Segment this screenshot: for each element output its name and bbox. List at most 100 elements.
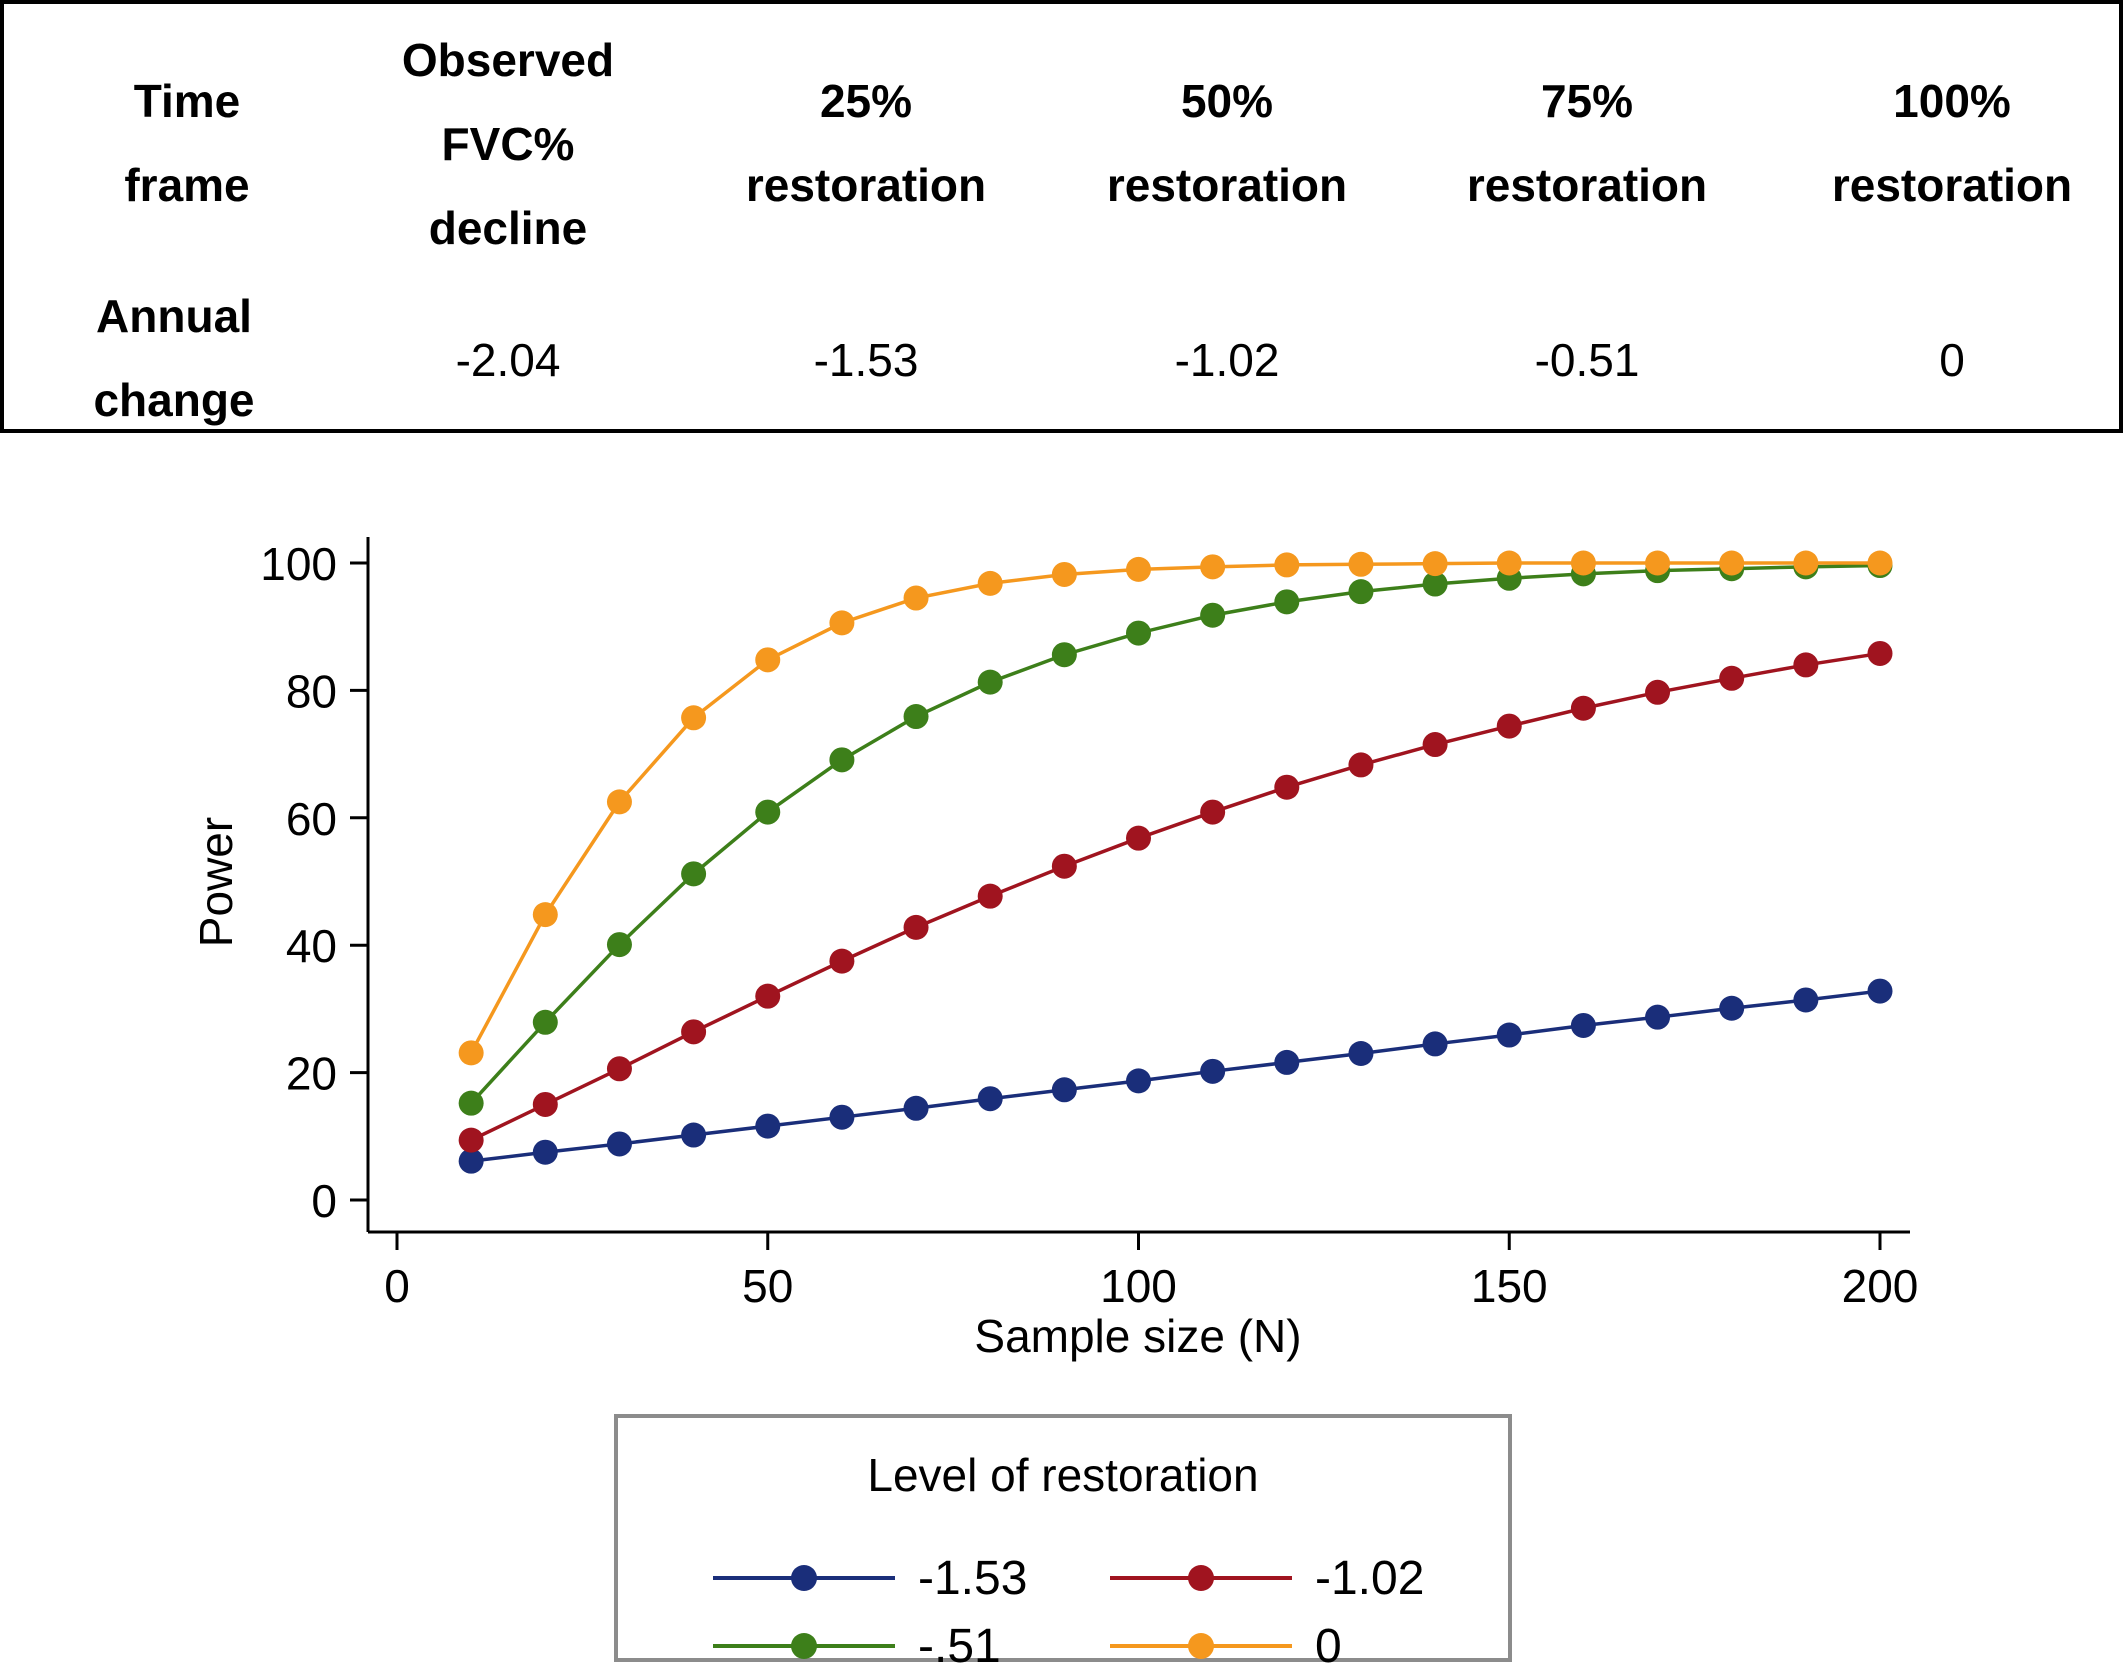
data-point-series-4 bbox=[1793, 550, 1819, 576]
data-point-series-3 bbox=[1126, 620, 1151, 646]
data-point-series-1 bbox=[1051, 1077, 1077, 1103]
legend-item-series-1: -1.53 bbox=[711, 1548, 1091, 1608]
data-point-series-3 bbox=[1274, 589, 1300, 615]
data-point-series-4 bbox=[606, 789, 632, 815]
data-point-series-2 bbox=[1348, 752, 1374, 778]
legend-label-series-2: -1.02 bbox=[1315, 1552, 1425, 1605]
power-chart: 0 20 40 60 80 100 0 50 100 150 200 Sample size (N) P… bbox=[190, 537, 1918, 1362]
data-point-series-3 bbox=[755, 799, 781, 825]
data-point-series-4 bbox=[903, 585, 929, 611]
x-tick-label: 150 bbox=[1471, 1260, 1548, 1312]
data-point-series-1 bbox=[532, 1139, 558, 1165]
legend-title: Level of restoration bbox=[867, 1449, 1259, 1501]
data-point-series-3 bbox=[458, 1090, 484, 1116]
data-point-series-2 bbox=[1200, 799, 1226, 825]
data-point-series-3 bbox=[681, 861, 707, 887]
table-header-25: 25% restoration bbox=[745, 75, 987, 211]
data-point-series-4 bbox=[755, 647, 781, 673]
data-point-series-3 bbox=[829, 747, 855, 773]
data-point-series-1 bbox=[829, 1104, 855, 1130]
data-point-series-4 bbox=[1200, 554, 1226, 580]
legend: Level of restoration -1.53 -1.02 -.51 0 bbox=[614, 1414, 1512, 1673]
y-tick-label: 40 bbox=[286, 920, 337, 972]
data-point-series-1 bbox=[606, 1131, 632, 1157]
data-point-series-1 bbox=[681, 1122, 707, 1148]
data-point-series-1 bbox=[1867, 978, 1893, 1004]
data-point-series-4 bbox=[1348, 551, 1374, 577]
legend-item-series-2: -1.02 bbox=[1108, 1548, 1488, 1608]
legend-item-series-4: 0 bbox=[1108, 1616, 1488, 1676]
table-value-50: -1.02 bbox=[1174, 334, 1280, 386]
data-point-series-2 bbox=[1793, 652, 1819, 678]
table-value-25: -1.53 bbox=[813, 334, 919, 386]
legend-label-series-4: 0 bbox=[1315, 1620, 1342, 1673]
data-point-series-4 bbox=[458, 1040, 484, 1066]
data-point-series-2 bbox=[532, 1091, 558, 1117]
data-point-series-4 bbox=[1274, 552, 1300, 578]
data-point-series-1 bbox=[1422, 1031, 1448, 1057]
y-tick-label: 20 bbox=[286, 1048, 337, 1100]
table-value-100: 0 bbox=[1939, 334, 1965, 386]
data-point-series-4 bbox=[1645, 550, 1671, 576]
data-point-series-2 bbox=[755, 983, 781, 1009]
table-header-50: 50% restoration bbox=[1106, 75, 1348, 211]
data-point-series-2 bbox=[681, 1019, 707, 1045]
data-point-series-2 bbox=[1867, 640, 1893, 666]
data-point-series-4 bbox=[681, 705, 707, 731]
data-point-series-4 bbox=[1867, 550, 1893, 576]
data-point-series-4 bbox=[977, 570, 1003, 596]
data-point-series-4 bbox=[1570, 550, 1596, 576]
data-point-series-1 bbox=[1126, 1068, 1151, 1094]
data-point-series-4 bbox=[829, 610, 855, 636]
data-point-series-2 bbox=[1570, 695, 1596, 721]
data-point-series-4 bbox=[1051, 561, 1077, 587]
data-point-series-1 bbox=[903, 1095, 929, 1121]
data-point-series-1 bbox=[1793, 987, 1819, 1013]
data-point-series-2 bbox=[606, 1056, 632, 1082]
legend-item-series-3: -.51 bbox=[711, 1616, 1091, 1676]
data-point-series-4 bbox=[1126, 556, 1151, 582]
x-axis-title: Sample size (N) bbox=[974, 1310, 1301, 1362]
data-point-series-2 bbox=[1422, 732, 1448, 758]
table-value-75: -0.51 bbox=[1534, 334, 1640, 386]
legend-swatch-series-3 bbox=[713, 1633, 895, 1659]
x-tick-label: 0 bbox=[384, 1260, 410, 1312]
data-point-series-2 bbox=[458, 1127, 484, 1153]
legend-swatch-series-2 bbox=[1110, 1565, 1292, 1591]
x-tick-label: 100 bbox=[1100, 1260, 1177, 1312]
data-point-series-3 bbox=[1051, 642, 1077, 668]
data-point-series-3 bbox=[606, 932, 632, 958]
summary-table: Time frame Observed FVC% decline 25% res… bbox=[0, 0, 2123, 433]
data-point-series-1 bbox=[1570, 1012, 1596, 1038]
data-point-series-3 bbox=[532, 1009, 558, 1035]
data-point-series-3 bbox=[977, 669, 1003, 695]
data-point-series-2 bbox=[903, 914, 929, 940]
series-line-2 bbox=[470, 651, 1881, 1142]
y-tick-label: 60 bbox=[286, 793, 337, 845]
series-line-4 bbox=[469, 561, 1880, 1054]
data-point-series-4 bbox=[1719, 550, 1745, 576]
data-point-series-2 bbox=[1051, 853, 1077, 879]
table-header-75: 75% restoration bbox=[1466, 75, 1708, 211]
data-point-series-1 bbox=[1274, 1049, 1300, 1075]
data-point-series-2 bbox=[977, 883, 1003, 909]
data-point-series-2 bbox=[1645, 679, 1671, 705]
data-point-series-1 bbox=[1496, 1022, 1522, 1048]
data-point-series-3 bbox=[1348, 579, 1374, 605]
data-point-series-1 bbox=[755, 1113, 781, 1139]
table-value-observed: -2.04 bbox=[455, 334, 561, 386]
legend-label-series-3: -.51 bbox=[918, 1620, 1001, 1673]
data-point-series-1 bbox=[977, 1086, 1003, 1112]
y-tick-label: 80 bbox=[286, 665, 337, 717]
table-header-time-frame: Time frame bbox=[124, 75, 250, 211]
legend-swatch-series-4 bbox=[1110, 1633, 1292, 1659]
data-point-series-4 bbox=[532, 902, 558, 928]
y-axis-title: Power bbox=[190, 817, 242, 947]
data-point-series-2 bbox=[1126, 825, 1151, 851]
y-tick-label: 0 bbox=[311, 1175, 337, 1227]
legend-swatch-series-1 bbox=[713, 1565, 895, 1591]
data-point-series-2 bbox=[1719, 665, 1745, 691]
data-point-series-4 bbox=[1422, 551, 1448, 577]
data-point-series-2 bbox=[829, 948, 855, 974]
table-row-label: Annual change bbox=[93, 290, 255, 426]
